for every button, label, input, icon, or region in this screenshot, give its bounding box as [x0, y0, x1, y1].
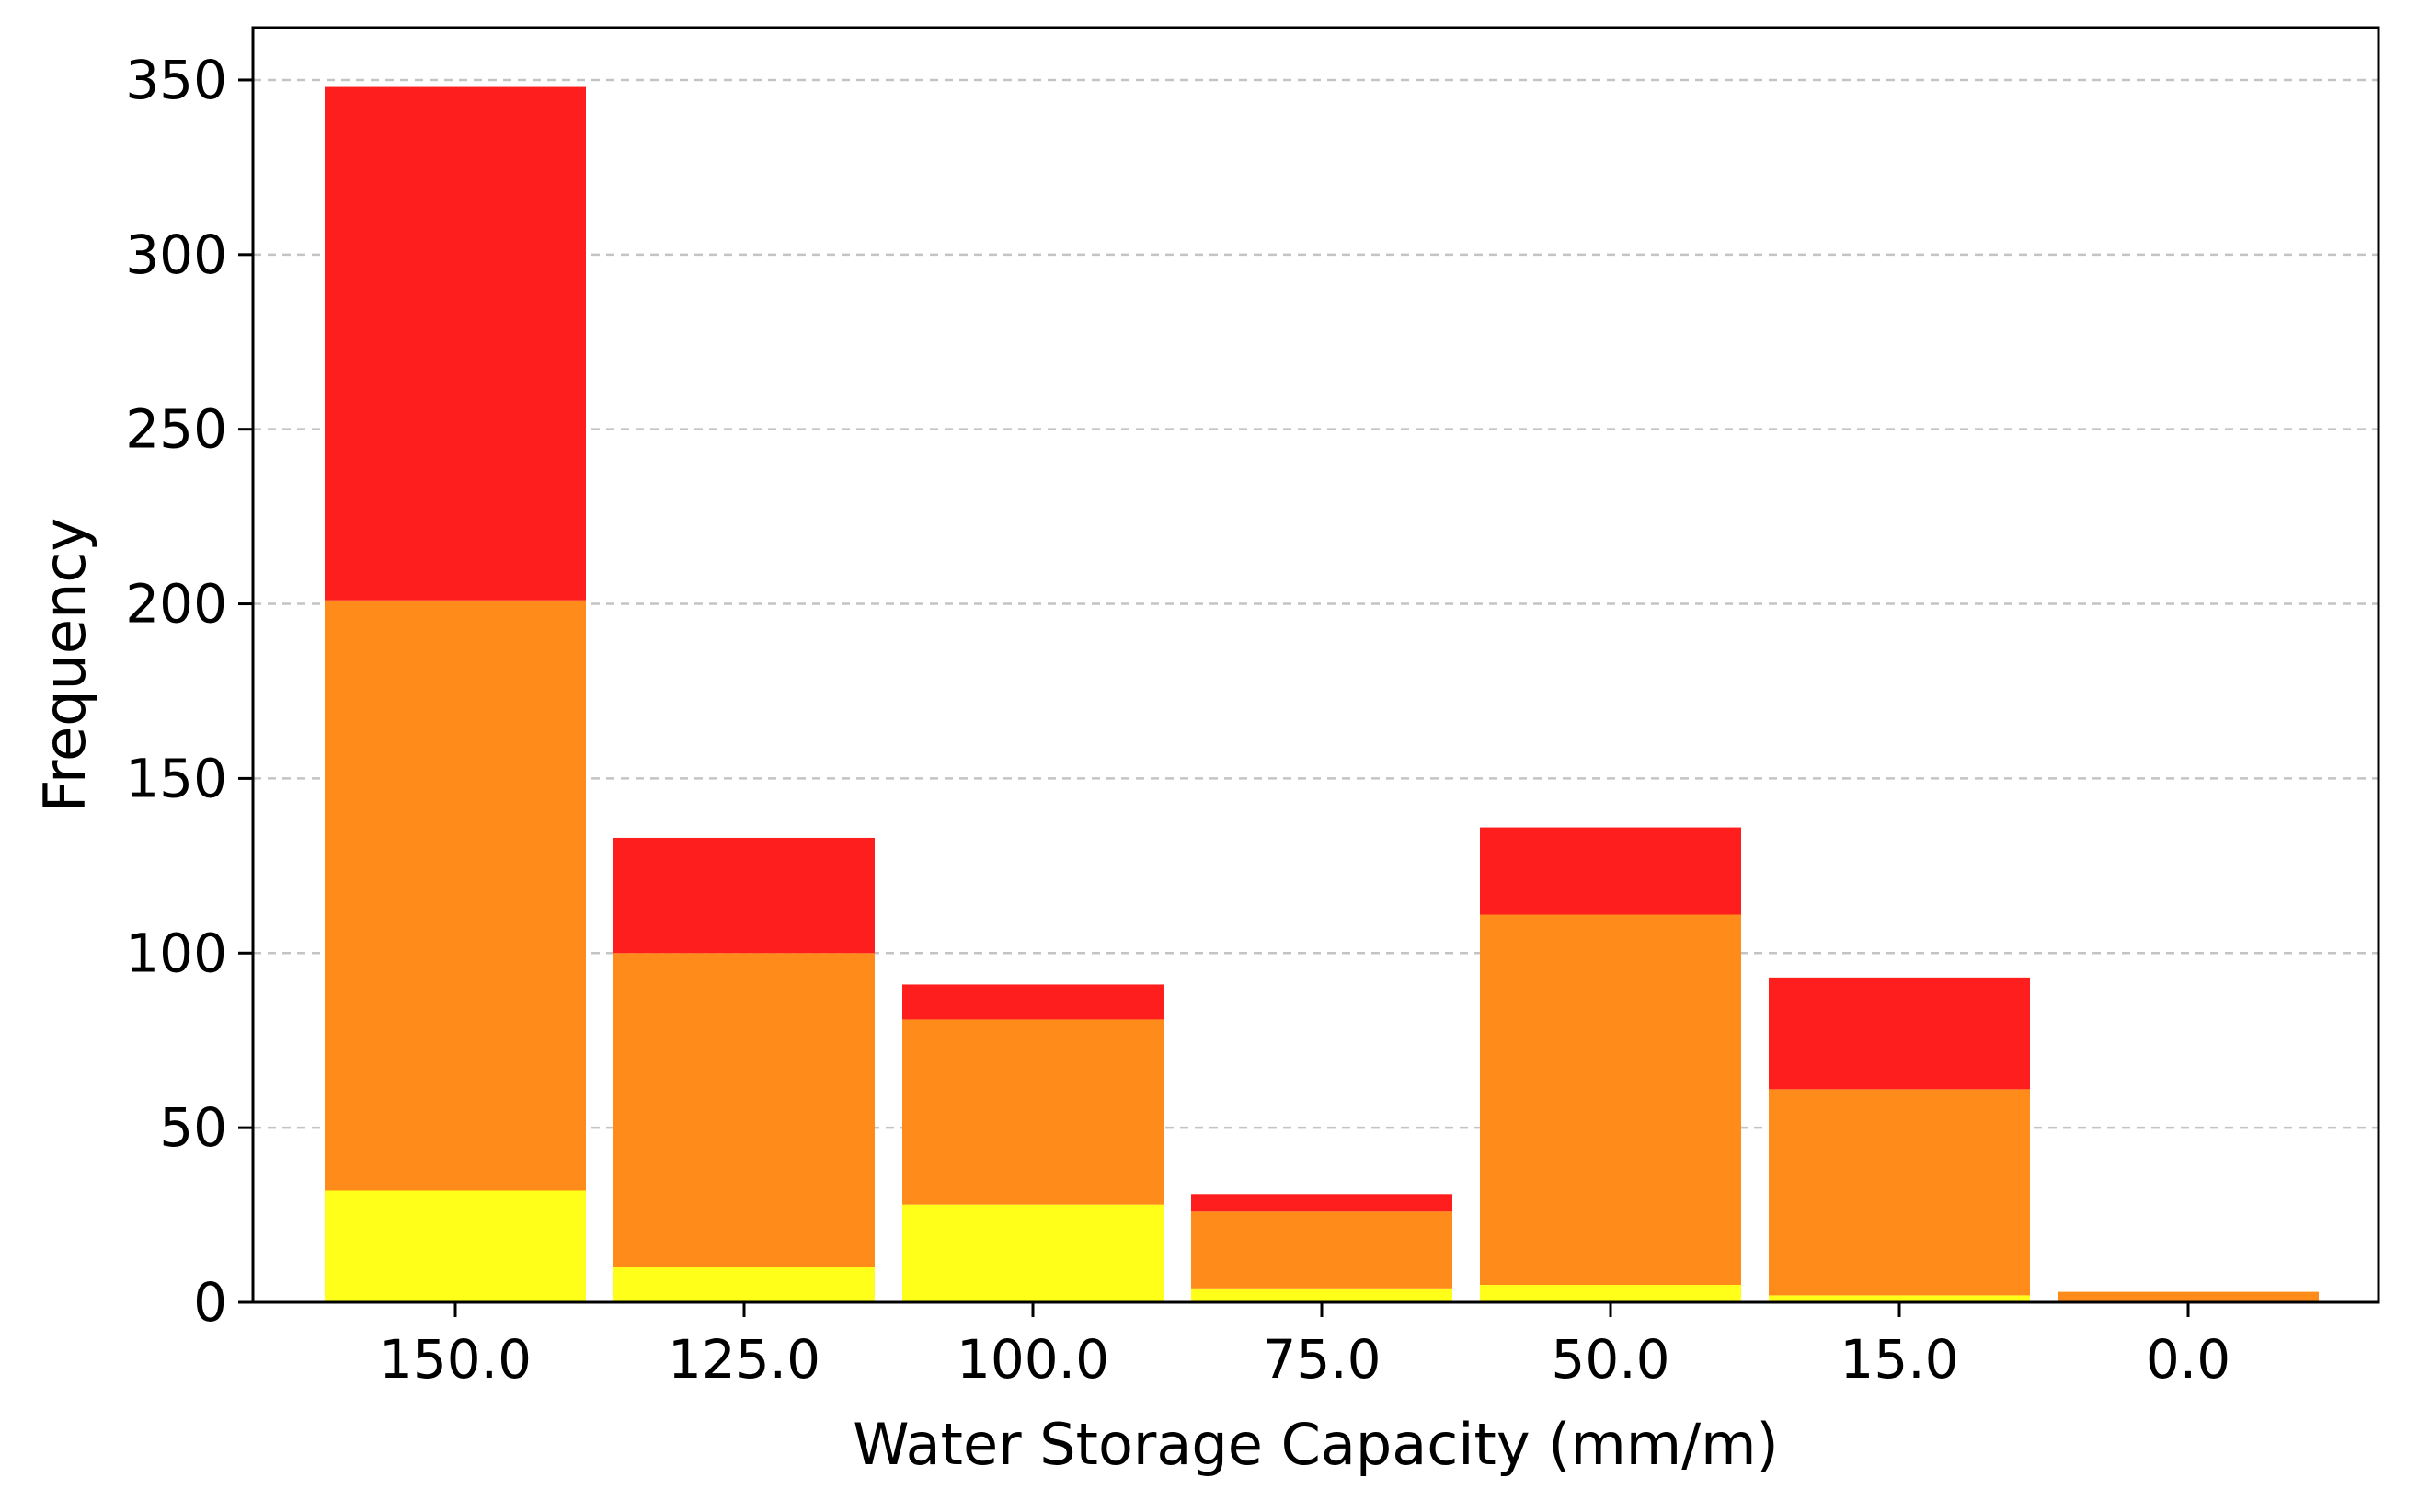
- bars: [325, 86, 2319, 1302]
- bar-75-0-series-3: [1191, 1194, 1452, 1212]
- y-tick-label-4: 200: [125, 573, 227, 636]
- bar-150-0-series-2: [325, 600, 586, 1191]
- y-axis-ticks: 0 50 100 150 200 250 300 350: [125, 49, 253, 1334]
- x-tick-label-1: 125.0: [668, 1328, 820, 1391]
- y-tick-label-5: 250: [125, 398, 227, 461]
- x-tick-label-5: 15.0: [1840, 1328, 1958, 1391]
- bar-125-0-series-3: [613, 837, 875, 954]
- y-tick-label-2: 100: [125, 922, 227, 984]
- x-axis-ticks: 150.0 125.0 100.0 75.0 50.0 15.0 0.0: [379, 1302, 2230, 1391]
- bar-100-0-series-2: [902, 1019, 1164, 1205]
- bar-75-0-series-1: [1191, 1288, 1452, 1302]
- bar-75-0-series-2: [1191, 1211, 1452, 1289]
- x-tick-label-0: 150.0: [379, 1328, 532, 1391]
- bar-125-0-series-1: [613, 1267, 875, 1302]
- x-tick-label-3: 75.0: [1262, 1328, 1381, 1391]
- x-tick-label-6: 0.0: [2146, 1328, 2230, 1391]
- plot-frame: [251, 26, 2380, 1304]
- bar-100-0-series-1: [902, 1204, 1164, 1302]
- bar-150-0-series-3: [325, 86, 586, 601]
- bar-0-0-series-2: [2058, 1291, 2319, 1302]
- y-tick-label-0: 0: [193, 1271, 227, 1334]
- bar-100-0-series-3: [902, 984, 1164, 1020]
- y-axis-title: Frequency: [31, 518, 98, 812]
- bar-15-0-series-2: [1769, 1089, 2030, 1296]
- x-axis-title: Water Storage Capacity (mm/m): [853, 1411, 1778, 1478]
- x-tick-label-4: 50.0: [1551, 1328, 1669, 1391]
- y-tick-label-3: 150: [125, 747, 227, 809]
- bar-15-0-series-3: [1769, 977, 2030, 1090]
- bar-125-0-series-2: [613, 953, 875, 1268]
- y-tick-label-7: 350: [125, 49, 227, 111]
- y-tick-label-1: 50: [159, 1096, 227, 1159]
- x-tick-label-2: 100.0: [957, 1328, 1109, 1391]
- gridlines: [253, 78, 2379, 1129]
- bar-50-0-series-2: [1480, 914, 1741, 1286]
- bar-150-0-series-1: [325, 1190, 586, 1302]
- bar-50-0-series-1: [1480, 1285, 1741, 1302]
- bar-15-0-series-1: [1769, 1295, 2030, 1302]
- y-tick-label-6: 300: [125, 223, 227, 286]
- bar-50-0-series-3: [1480, 827, 1741, 915]
